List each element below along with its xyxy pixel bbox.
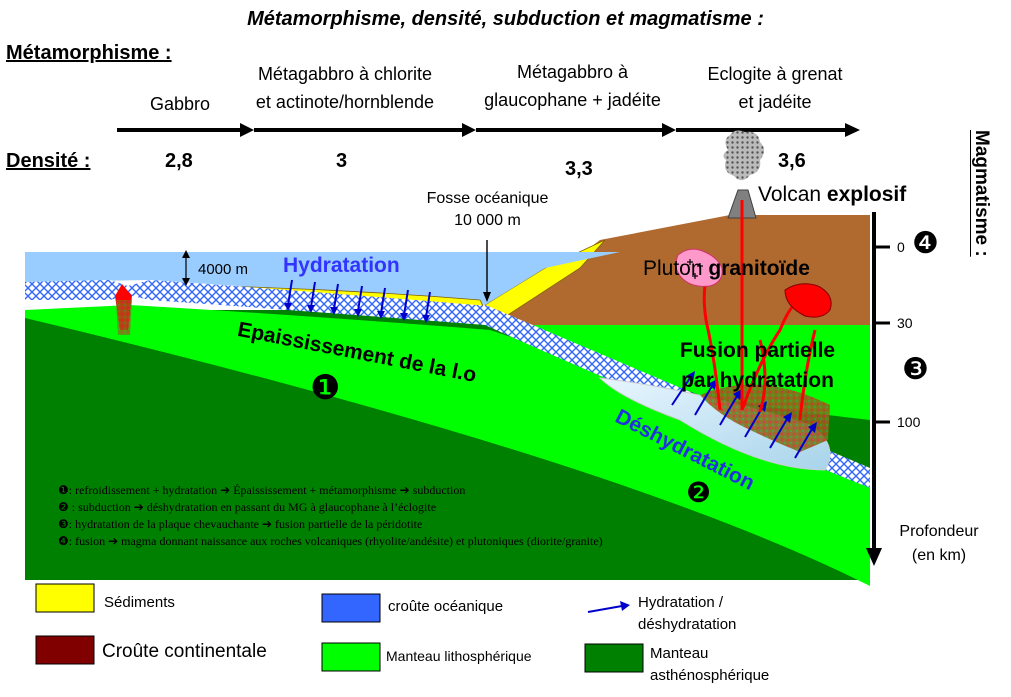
pluton-crosses [687, 259, 703, 279]
fosse-label: Fosse océanique 10 000 m [426, 190, 549, 229]
legend-swatch-manteau-astheno [584, 643, 644, 673]
metamorphism-arrow-row [117, 123, 860, 137]
hydratation-label: Hydratation [283, 254, 400, 277]
fusion-label: Fusion partielle par hydratation [679, 339, 836, 392]
stage-eclogite: Eclogite à grenat et jadéite [707, 64, 843, 112]
dehydration-arrows [671, 371, 817, 459]
depth-scale [866, 212, 890, 566]
metamorphisme-label: Métamorphisme : [6, 42, 172, 64]
volcanic-ash-plume [723, 130, 764, 181]
volcan-label: Volcan explosif [758, 183, 907, 206]
densite-value-eclogite: 3,6 [778, 150, 806, 172]
magma-chamber [784, 283, 832, 318]
densite-value-metagabbro: 3 [336, 150, 348, 172]
legend-label-hydratation: Hydratation / déshydratation [638, 594, 737, 633]
trench-pointer-arrow [483, 240, 491, 302]
legend-swatch-sediments [35, 583, 95, 613]
profondeur-label: Profondeur (en km) [899, 523, 979, 564]
ridge-magma-root [116, 300, 132, 335]
ocean-depth-indicator [182, 250, 190, 286]
depth-tick-0: 0 [897, 239, 905, 255]
magmatisme-label: Magmatisme : [971, 130, 992, 257]
pluton-label: Pluton granitoïde [643, 257, 810, 280]
legend-label-croute-oceanique: croûte océanique [388, 598, 504, 615]
legend-swatch-croute-oceanique [321, 593, 381, 623]
densite-value-glaucophane: 3,3 [565, 158, 593, 180]
marker-2: ❷ [686, 477, 712, 508]
legend-swatch-manteau-litho [321, 642, 381, 672]
note-3: ❸: hydratation de la plaque chevauchante… [58, 517, 423, 531]
note-4: ❹: fusion ➔ magma donnant naissance aux … [58, 534, 603, 548]
explanation-notes: ❶: refroidissement + hydratation ➔ Épais… [58, 482, 603, 550]
depth-tick-100: 100 [897, 414, 921, 430]
oceanic-crust [25, 280, 870, 488]
note-2: ❷ : subduction ➔ déshydratation en passa… [58, 500, 437, 514]
note-1: ❶: refroidissement + hydratation ➔ Épais… [58, 483, 466, 497]
legend-arrow-icon [587, 601, 630, 613]
legend-label-croute-continentale: Croûte continentale [102, 641, 267, 662]
ocean-water [25, 252, 620, 305]
hydration-arrows [284, 279, 431, 323]
densite-label: Densité : [6, 150, 91, 172]
legend-label-manteau-litho: Manteau lithosphérique [386, 648, 532, 664]
stage-metagabbro-glaucophane: Métagabbro à glaucophane + jadéite [484, 62, 661, 110]
page-title: Métamorphisme, densité, subduction et ma… [247, 8, 764, 30]
marker-1: ❶ [310, 369, 341, 407]
partial-melt-zone [700, 384, 830, 452]
legend-label-manteau-astheno: Manteau asthénosphérique [650, 645, 770, 684]
legend-label-sediments: Sédiments [104, 594, 175, 611]
depth-tick-30: 30 [897, 315, 913, 331]
stage-metagabbro-chlorite: Métagabbro à chlorite et actinote/hornbl… [255, 64, 435, 112]
granitoid-pluton [675, 248, 723, 287]
oceanic-lithospheric-mantle [25, 305, 870, 586]
marker-3: ❸ [902, 353, 929, 386]
densite-value-gabbro: 2,8 [165, 150, 193, 172]
depth-4000-label: 4000 m [198, 261, 249, 278]
stage-gabbro: Gabbro [149, 94, 211, 114]
marker-4: ❹ [912, 227, 939, 260]
legend-swatch-croute-continentale [35, 635, 95, 665]
